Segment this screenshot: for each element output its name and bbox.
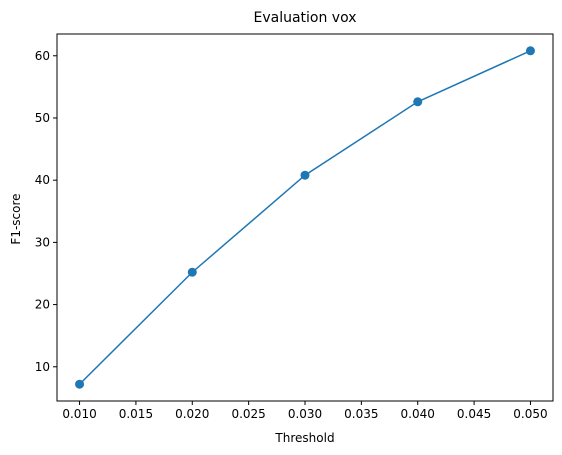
y-tick-label: 50 (35, 111, 50, 125)
data-point (75, 379, 85, 389)
x-tick-label: 0.015 (119, 407, 153, 421)
y-tick-label: 20 (35, 298, 50, 312)
data-point (187, 267, 197, 277)
x-axis-label: Threshold (274, 431, 334, 445)
plot-frame (56, 33, 554, 402)
x-tick-label: 0.030 (288, 407, 322, 421)
y-tick-label: 40 (35, 173, 50, 187)
x-tick-label: 0.045 (457, 407, 491, 421)
x-tick-label: 0.050 (513, 407, 547, 421)
chart-title: Evaluation vox (253, 10, 356, 26)
y-axis: 10 20 30 40 50 60 (35, 49, 57, 374)
x-tick-label: 0.010 (62, 407, 96, 421)
data-point (300, 170, 310, 180)
y-tick-label: 30 (35, 235, 50, 249)
x-tick-label: 0.040 (401, 407, 435, 421)
x-tick-label: 0.035 (344, 407, 378, 421)
y-tick-label: 10 (35, 360, 50, 374)
data-point (525, 46, 535, 56)
x-tick-label: 0.025 (231, 407, 265, 421)
series-layer (75, 46, 535, 389)
series-line (79, 50, 531, 385)
plot-area (56, 33, 554, 402)
y-axis-label: F1-score (9, 193, 23, 244)
data-point (413, 97, 423, 107)
x-axis: 0.010 0.015 0.020 0.025 0.030 0.035 0.040 0.045… (62, 401, 548, 421)
y-tick-label: 60 (35, 49, 50, 63)
x-tick-label: 0.020 (175, 407, 209, 421)
